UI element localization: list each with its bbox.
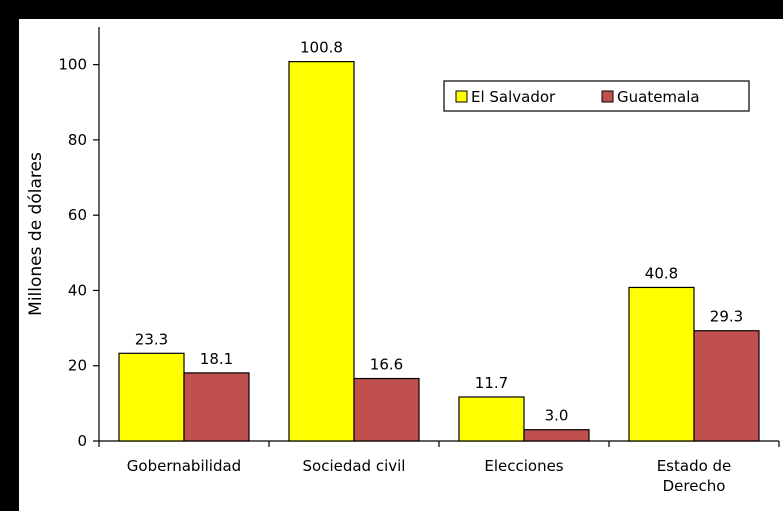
bar-el-salvador [628, 286, 695, 442]
bar-guatemala [353, 377, 420, 442]
bar-chart: 0 20 40 60 80 100 Millones de dólares 23.3 18.1 G… [26, 27, 780, 495]
bar-el-salvador [288, 61, 355, 442]
data-label: 40.8 [645, 264, 678, 282]
legend-swatch [455, 90, 468, 103]
x-category-label: Estado de [657, 457, 732, 475]
y-tick-label: 20 [68, 357, 87, 375]
y-tick-label: 0 [77, 432, 87, 450]
y-tick-label: 80 [68, 131, 87, 149]
data-label: 11.7 [475, 374, 508, 392]
bar-el-salvador [118, 352, 185, 442]
x-category-label: Elecciones [484, 457, 563, 475]
legend-box [443, 80, 750, 112]
bar-guatemala [693, 330, 760, 442]
data-label: 18.1 [200, 350, 233, 368]
legend-swatch [601, 90, 614, 103]
y-tick-label: 60 [68, 206, 87, 224]
data-label: 16.6 [370, 356, 403, 374]
bar-guatemala [183, 372, 250, 442]
x-category-label: Derecho [663, 477, 726, 495]
legend-label: El Salvador [471, 88, 556, 106]
x-category-label: Sociedad civil [303, 457, 406, 475]
bar-guatemala [523, 429, 590, 442]
bar-el-salvador [458, 396, 525, 442]
data-label: 3.0 [545, 407, 569, 425]
data-label: 29.3 [710, 308, 743, 326]
y-tick-label: 100 [58, 56, 87, 74]
legend-label: Guatemala [617, 88, 700, 106]
chart-frame: 0 20 40 60 80 100 Millones de dólares 23.3 18.1 G… [19, 19, 783, 511]
x-category-label: Gobernabilidad [127, 457, 241, 475]
data-label: 100.8 [300, 39, 343, 57]
y-axis-title: Millones de dólares [26, 152, 46, 316]
y-tick-label: 40 [68, 281, 87, 299]
data-label: 23.3 [135, 330, 168, 348]
